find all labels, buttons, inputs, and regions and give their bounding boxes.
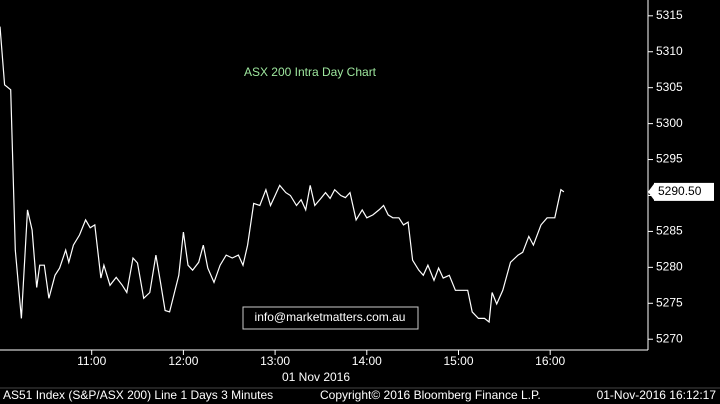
x-tick-label: 15:00 — [443, 354, 473, 368]
last-price-pointer — [648, 183, 654, 200]
y-tick-label: 5280 — [656, 260, 683, 274]
watermark: info@marketmatters.com.au — [255, 310, 406, 324]
chart-title: ASX 200 Intra Day Chart — [244, 65, 377, 79]
footer-left: AS51 Index (S&P/ASX 200) Line 1 Days 3 M… — [3, 388, 273, 402]
price-line — [0, 26, 565, 324]
y-tick-label: 5275 — [656, 295, 683, 309]
y-tick-label: 5285 — [656, 224, 683, 238]
watermark-box — [242, 306, 419, 330]
x-tick-label: 14:00 — [352, 354, 382, 368]
y-tick-label: 5305 — [656, 80, 683, 94]
y-tick-label: 5270 — [656, 331, 683, 345]
last-price-label: 5290.50 — [658, 184, 702, 198]
last-price-box — [654, 182, 714, 201]
x-tick-label: 13:00 — [260, 354, 290, 368]
x-tick-label: 12:00 — [168, 354, 198, 368]
x-tick-label: 11:00 — [77, 354, 106, 368]
y-tick-label: 5315 — [656, 8, 683, 22]
y-tick-label: 5295 — [656, 152, 683, 166]
date-label: 01 Nov 2016 — [282, 370, 350, 384]
x-tick-label: 16:00 — [535, 354, 565, 368]
footer-right: 01-Nov-2016 16:12:17 — [597, 388, 717, 402]
footer-middle: Copyright© 2016 Bloomberg Finance L.P. — [320, 388, 541, 402]
y-tick-label: 5300 — [656, 116, 683, 130]
y-tick-label: 5310 — [656, 44, 683, 58]
